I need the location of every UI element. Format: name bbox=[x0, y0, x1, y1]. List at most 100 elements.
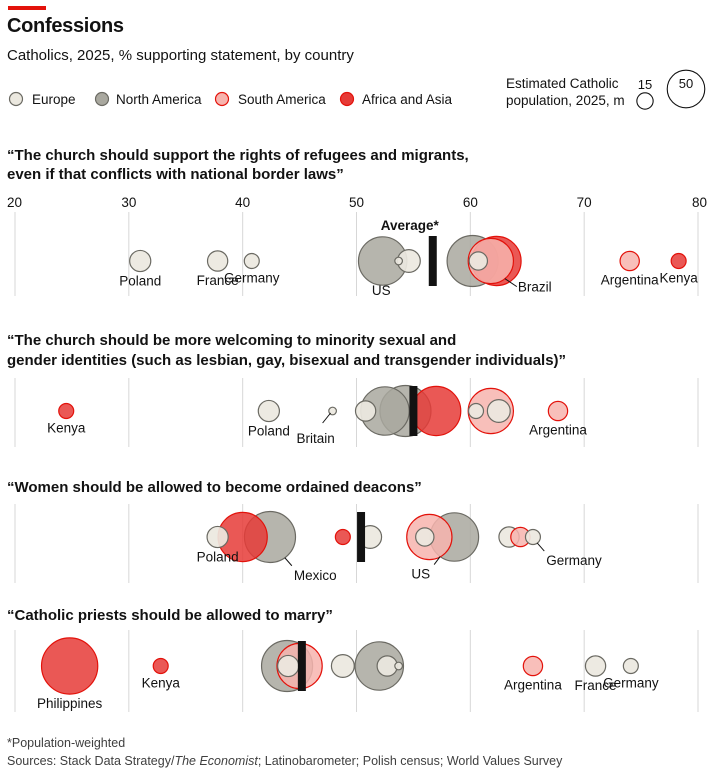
average-label: Average* bbox=[381, 218, 440, 233]
point-label: Poland bbox=[197, 550, 239, 565]
panel-title: “Catholic priests should be allowed to m… bbox=[7, 607, 333, 624]
data-point-poland bbox=[129, 249, 152, 273]
point-label: Britain bbox=[296, 431, 334, 446]
panel-title: gender identities (such as lesbian, gay,… bbox=[7, 352, 566, 369]
data-point-unlabelled bbox=[277, 654, 300, 678]
point-label: Argentina bbox=[504, 678, 562, 693]
point-label: France bbox=[197, 273, 239, 288]
x-tick-label: 30 bbox=[121, 195, 136, 210]
size-legend-value: 15 bbox=[638, 77, 652, 92]
size-legend-circle-small bbox=[636, 92, 654, 110]
average-marker bbox=[409, 386, 418, 436]
footnote-population-weighted: *Population-weighted bbox=[7, 736, 126, 750]
point-label: Germany bbox=[603, 675, 659, 690]
x-tick-label: 40 bbox=[235, 195, 250, 210]
legend-label: Europe bbox=[32, 92, 76, 107]
panel-title: “The church should support the rights of… bbox=[7, 147, 469, 164]
data-point-unlabelled bbox=[394, 256, 404, 266]
average-marker bbox=[428, 236, 437, 286]
data-point-unlabelled bbox=[467, 402, 485, 420]
sources-prefix: Sources: Stack Data Strategy/ bbox=[7, 754, 175, 768]
legend-swatch-north-america bbox=[94, 91, 110, 107]
label-leader bbox=[322, 412, 331, 424]
legend-label: North America bbox=[116, 92, 202, 107]
chart-title: Confessions bbox=[7, 15, 124, 37]
point-label: Philippines bbox=[37, 696, 103, 711]
legend-swatch-south-america bbox=[214, 91, 230, 107]
label-leader bbox=[536, 542, 545, 552]
data-point-kenya bbox=[58, 402, 75, 420]
point-label: Poland bbox=[248, 424, 290, 439]
point-label: Kenya bbox=[47, 420, 86, 435]
data-point-argentina bbox=[522, 655, 544, 677]
data-point-unlabelled bbox=[354, 400, 377, 422]
data-point-france bbox=[206, 250, 229, 272]
x-tick-label: 60 bbox=[463, 195, 478, 210]
point-label: Argentina bbox=[529, 423, 587, 438]
point-label: Mexico bbox=[294, 568, 337, 583]
label-leader bbox=[433, 556, 441, 565]
point-label: Germany bbox=[224, 270, 280, 285]
point-label: Germany bbox=[546, 553, 602, 568]
data-point-unlabelled bbox=[468, 251, 489, 271]
x-tick-label: 70 bbox=[577, 195, 592, 210]
point-label: US bbox=[372, 283, 391, 298]
sources-suffix: ; Latinobarometer; Polish census; World … bbox=[257, 754, 563, 768]
panel-1: “The church should support the rights of… bbox=[7, 147, 699, 298]
data-point-argentina bbox=[619, 250, 640, 272]
legend-label: Africa and Asia bbox=[362, 92, 453, 107]
data-point-britain bbox=[328, 406, 337, 416]
data-point-france bbox=[584, 655, 607, 677]
size-legend-title: Estimated Catholic bbox=[506, 76, 619, 91]
size-legend-title: population, 2025, m bbox=[506, 93, 625, 108]
data-point-kenya bbox=[152, 657, 169, 675]
average-marker bbox=[357, 512, 366, 562]
data-point-argentina bbox=[547, 400, 569, 422]
point-label: US bbox=[411, 567, 430, 582]
size-legend-circle-large bbox=[666, 69, 706, 109]
data-point-poland bbox=[206, 525, 229, 549]
panel-4: “Catholic priests should be allowed to m… bbox=[7, 607, 699, 712]
point-label: Argentina bbox=[601, 273, 659, 288]
data-point-germany bbox=[622, 657, 639, 675]
label-leader bbox=[284, 557, 293, 567]
data-point-poland bbox=[257, 399, 281, 423]
size-legend-value: 50 bbox=[679, 76, 693, 91]
panel-title: even if that conflicts with national bor… bbox=[7, 166, 344, 183]
data-point-unlabelled bbox=[330, 653, 355, 679]
data-point-germany bbox=[524, 528, 542, 546]
data-point-unlabelled bbox=[334, 528, 351, 546]
sources-italic: The Economist bbox=[174, 754, 258, 768]
data-point-kenya bbox=[670, 252, 687, 270]
data-point-brazil bbox=[467, 237, 515, 285]
legend: Europe North America South America Africa a… bbox=[8, 69, 706, 110]
point-label: Poland bbox=[119, 274, 161, 289]
footnote-sources: Sources: Stack Data Strategy/The Economi… bbox=[7, 754, 562, 768]
legend-swatch-africa-and-asia bbox=[339, 91, 355, 107]
average-marker bbox=[297, 641, 306, 691]
data-point-philippines bbox=[40, 637, 99, 695]
x-axis: 20 30 40 50 60 70 80 bbox=[7, 195, 707, 210]
point-label: Kenya bbox=[660, 270, 699, 285]
data-point-unlabelled bbox=[415, 527, 435, 547]
panel-title: “Women should be allowed to become ordai… bbox=[7, 479, 422, 496]
x-tick-label: 20 bbox=[7, 195, 22, 210]
point-label: France bbox=[575, 678, 617, 693]
panel-title: “The church should be more welcoming to … bbox=[7, 332, 456, 349]
data-point-unlabelled bbox=[486, 398, 511, 424]
data-point-unlabelled bbox=[394, 661, 404, 671]
chart-canvas: Europe North America South America Africa a… bbox=[7, 69, 707, 712]
panel-3: “Women should be allowed to become ordai… bbox=[7, 479, 699, 583]
label-leader bbox=[504, 278, 518, 288]
brand-accent-bar bbox=[8, 6, 46, 10]
legend-label: South America bbox=[238, 92, 326, 107]
data-point-unlabelled bbox=[410, 385, 462, 437]
data-point-germany bbox=[243, 252, 260, 270]
point-label: Brazil bbox=[518, 280, 552, 295]
legend-swatch-europe bbox=[8, 91, 24, 107]
panel-2: “The church should be more welcoming to … bbox=[7, 332, 699, 447]
point-label: Kenya bbox=[142, 675, 181, 690]
x-tick-label: 50 bbox=[349, 195, 364, 210]
x-tick-label: 80 bbox=[692, 195, 707, 210]
chart-subtitle: Catholics, 2025, % supporting statement,… bbox=[7, 47, 354, 64]
